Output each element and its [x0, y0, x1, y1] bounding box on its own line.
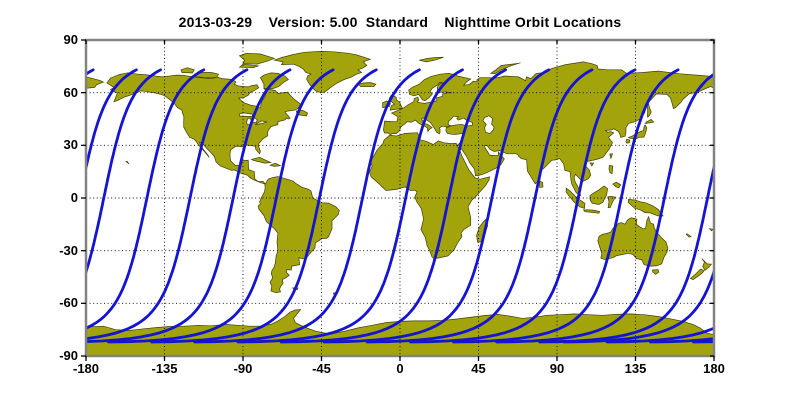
land-polygon	[539, 180, 544, 188]
land-polygon	[685, 233, 692, 238]
land-polygon	[489, 62, 521, 75]
land-polygon	[627, 199, 664, 217]
land-polygon	[24, 270, 30, 275]
y-axis-tick-label: 90	[63, 32, 78, 47]
orbit-track	[150, 68, 378, 344]
land-polygon	[273, 51, 372, 94]
land-polygon	[689, 268, 705, 281]
land-polygon	[754, 161, 757, 164]
land-polygon	[644, 118, 655, 124]
land-polygon	[612, 181, 622, 189]
orbit-track	[780, 70, 800, 342]
land-polygon	[17, 119, 26, 123]
y-axis-tick-label: 0	[70, 190, 78, 205]
land-polygon	[180, 67, 195, 74]
y-axis-tick-label: 60	[63, 84, 78, 100]
land-polygon	[609, 153, 614, 160]
land-polygon	[701, 258, 713, 272]
land-polygon	[625, 138, 631, 144]
x-axis-tick-label: 45	[471, 361, 486, 376]
x-axis-tick-label: 180	[703, 361, 725, 376]
land-polygon	[565, 187, 586, 209]
land-polygon	[1, 125, 19, 139]
orbit-track	[193, 68, 421, 344]
orbit-track	[86, 68, 292, 344]
lake-polygon	[482, 115, 495, 135]
land-polygon	[0, 217, 40, 266]
lake-polygon	[238, 112, 254, 117]
land-polygon	[713, 326, 714, 356]
orbit-track	[538, 161, 714, 344]
land-polygon	[63, 269, 76, 280]
orbit-track	[236, 68, 464, 344]
orbit-track	[365, 68, 594, 344]
land-polygon	[369, 132, 490, 259]
orbit-track	[562, 267, 714, 344]
orbit-track	[86, 68, 162, 277]
orbit-track	[86, 68, 206, 330]
land-polygon	[82, 229, 86, 231]
x-axis-tick-label: -45	[312, 361, 331, 376]
land-polygon	[589, 185, 608, 205]
land-polygon	[651, 269, 660, 275]
land-polygon	[708, 228, 714, 232]
x-axis-tick-label: -180	[72, 361, 100, 376]
x-axis-tick-label: 0	[396, 361, 404, 376]
y-axis-tick-label: -90	[59, 348, 78, 363]
land-polygon	[269, 162, 282, 167]
land-polygon	[383, 61, 714, 197]
orbit-track	[737, 70, 800, 342]
land-polygon	[250, 157, 272, 164]
x-axis-tick-label: -90	[233, 361, 253, 376]
land-polygon	[19, 104, 23, 117]
chart-title: 2013-03-29 Version: 5.00 Standard Nightt…	[178, 14, 622, 30]
x-axis-tick-label: 135	[624, 361, 647, 376]
land-polygon	[607, 195, 616, 209]
orbit-track	[279, 68, 507, 344]
orbit-track	[409, 68, 637, 344]
x-axis-tick-label: 90	[549, 361, 565, 376]
orbit-tracks	[86, 68, 800, 344]
land-polygon	[627, 124, 648, 140]
x-axis-tick-label: -135	[151, 361, 178, 376]
orbit-track	[107, 68, 335, 344]
land-polygon	[58, 234, 63, 238]
land-group	[0, 51, 800, 356]
orbit-track	[86, 68, 138, 175]
land-polygon	[125, 160, 130, 165]
land-polygon	[582, 209, 601, 214]
land-polygon	[86, 76, 105, 89]
orbit-track	[322, 68, 551, 344]
orbit-track	[452, 68, 680, 344]
y-axis-tick-label: -30	[59, 242, 78, 258]
land-polygon	[647, 103, 652, 118]
axis-ticks	[81, 39, 715, 361]
land-polygon	[735, 73, 800, 184]
orbit-track	[495, 72, 714, 344]
land-polygon	[589, 162, 595, 167]
y-axis-tick-label: 30	[63, 137, 78, 153]
orbit-track	[86, 68, 249, 341]
land-polygon	[106, 72, 302, 185]
land-polygon	[419, 56, 444, 63]
lake-polygon	[255, 120, 268, 125]
land-polygon	[238, 63, 259, 68]
y-axis-tick-label: -60	[59, 295, 78, 311]
land-polygon	[74, 259, 84, 271]
land-polygon	[608, 165, 614, 175]
